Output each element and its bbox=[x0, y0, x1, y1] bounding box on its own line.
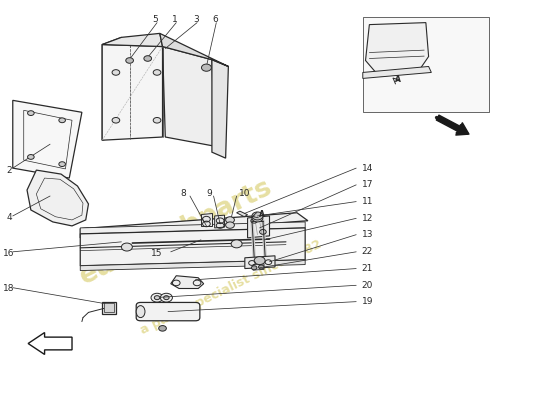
Polygon shape bbox=[248, 216, 270, 238]
Text: 15: 15 bbox=[151, 248, 163, 258]
Text: 20: 20 bbox=[362, 281, 373, 290]
Text: A: A bbox=[259, 210, 265, 219]
Polygon shape bbox=[245, 256, 275, 268]
Circle shape bbox=[226, 217, 234, 223]
Polygon shape bbox=[80, 260, 305, 270]
Text: 3: 3 bbox=[193, 15, 199, 24]
Text: 21: 21 bbox=[362, 264, 373, 273]
Polygon shape bbox=[212, 60, 228, 158]
Circle shape bbox=[258, 265, 264, 269]
Polygon shape bbox=[80, 228, 89, 238]
Text: 6: 6 bbox=[212, 15, 218, 24]
Circle shape bbox=[164, 296, 169, 300]
Text: 19: 19 bbox=[362, 297, 373, 306]
Text: 9: 9 bbox=[206, 189, 212, 198]
Circle shape bbox=[251, 266, 257, 270]
Text: 11: 11 bbox=[362, 197, 373, 206]
Text: 18: 18 bbox=[3, 284, 15, 293]
Circle shape bbox=[112, 70, 120, 75]
Text: 13: 13 bbox=[362, 230, 373, 239]
Circle shape bbox=[254, 257, 265, 264]
Polygon shape bbox=[102, 302, 116, 314]
Circle shape bbox=[201, 64, 211, 71]
Circle shape bbox=[59, 162, 65, 166]
Text: A: A bbox=[395, 75, 401, 84]
Polygon shape bbox=[363, 66, 431, 78]
Polygon shape bbox=[102, 33, 163, 46]
Circle shape bbox=[28, 111, 34, 116]
Polygon shape bbox=[102, 44, 163, 140]
Polygon shape bbox=[366, 23, 428, 76]
Polygon shape bbox=[214, 215, 224, 228]
Circle shape bbox=[226, 222, 234, 228]
FancyBboxPatch shape bbox=[136, 302, 200, 321]
Polygon shape bbox=[104, 303, 114, 312]
Circle shape bbox=[151, 293, 163, 302]
Text: 5: 5 bbox=[152, 15, 158, 24]
Polygon shape bbox=[170, 276, 204, 288]
Polygon shape bbox=[102, 37, 122, 140]
Polygon shape bbox=[236, 211, 248, 217]
Circle shape bbox=[231, 240, 242, 248]
Polygon shape bbox=[253, 264, 264, 270]
Circle shape bbox=[252, 214, 263, 222]
Ellipse shape bbox=[136, 306, 145, 318]
Circle shape bbox=[59, 118, 65, 123]
Polygon shape bbox=[201, 213, 212, 226]
Text: 14: 14 bbox=[362, 164, 373, 173]
FancyArrowPatch shape bbox=[436, 115, 469, 135]
Text: 16: 16 bbox=[3, 249, 15, 258]
Circle shape bbox=[155, 296, 160, 300]
Polygon shape bbox=[363, 17, 489, 112]
Circle shape bbox=[159, 326, 166, 331]
Polygon shape bbox=[80, 222, 305, 234]
Circle shape bbox=[112, 118, 120, 123]
Text: 2: 2 bbox=[6, 166, 12, 175]
Text: 10: 10 bbox=[239, 189, 251, 198]
Circle shape bbox=[252, 212, 263, 220]
Polygon shape bbox=[27, 170, 89, 226]
Text: 1: 1 bbox=[172, 15, 178, 24]
Circle shape bbox=[153, 70, 161, 75]
Circle shape bbox=[153, 118, 161, 123]
Polygon shape bbox=[163, 46, 214, 146]
Text: 8: 8 bbox=[180, 189, 186, 198]
Text: a parts specialist since 1982: a parts specialist since 1982 bbox=[139, 238, 324, 337]
Circle shape bbox=[126, 58, 134, 63]
Circle shape bbox=[28, 154, 34, 159]
Text: 12: 12 bbox=[362, 214, 373, 223]
Text: eurocarbparts: eurocarbparts bbox=[75, 174, 277, 290]
Polygon shape bbox=[13, 100, 82, 178]
Text: 4: 4 bbox=[6, 214, 12, 222]
Circle shape bbox=[161, 293, 172, 302]
FancyArrow shape bbox=[28, 332, 72, 354]
Polygon shape bbox=[160, 33, 228, 66]
Polygon shape bbox=[80, 213, 308, 237]
Polygon shape bbox=[80, 228, 305, 266]
Text: 17: 17 bbox=[362, 180, 373, 189]
Circle shape bbox=[122, 243, 133, 251]
Circle shape bbox=[144, 56, 152, 61]
Text: 22: 22 bbox=[362, 247, 373, 256]
